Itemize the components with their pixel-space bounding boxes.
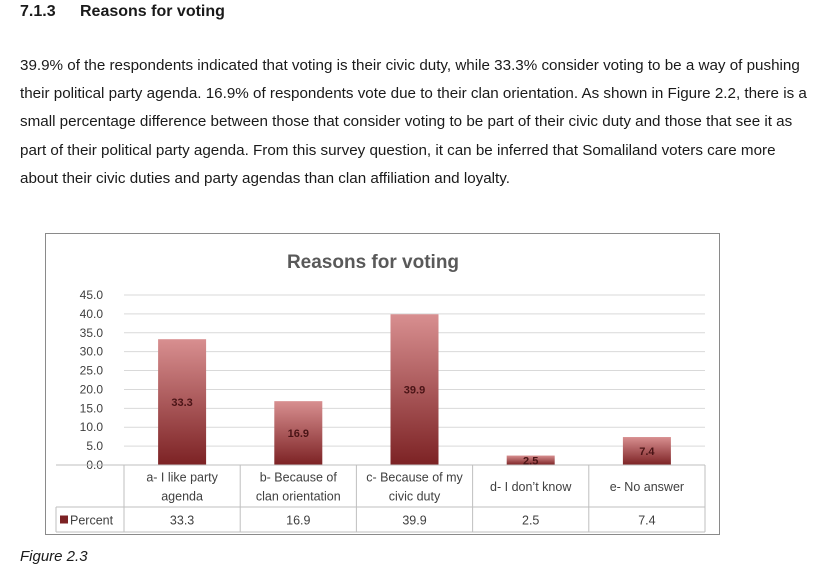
x-category-label: c- Because of my civic duty (366, 471, 463, 504)
body-paragraph: 39.9% of the respondents indicated that … (20, 57, 807, 187)
bar (274, 401, 323, 465)
bar (158, 339, 207, 465)
table-value: 16.9 (286, 514, 310, 528)
x-category-label: b- Because of clan orientation (256, 471, 341, 504)
y-tick-label: 15.0 (80, 401, 104, 415)
table-value: 7.4 (638, 514, 655, 528)
legend-label: Percent (70, 514, 114, 528)
x-category-label: d- I don’t know (490, 480, 572, 494)
x-category-label-line: clan orientation (256, 490, 341, 504)
x-category-label: a- I like party agenda (146, 471, 218, 504)
y-tick-label: 10.0 (80, 420, 104, 434)
section-title: Reasons for voting (80, 3, 225, 20)
y-tick-label: 35.0 (80, 326, 104, 340)
x-category-label-line: c- Because of my (366, 471, 463, 485)
section-number: 7.1.3 (20, 3, 56, 20)
bar (506, 455, 555, 465)
data-label: 16.9 (288, 428, 309, 440)
data-label: 39.9 (404, 385, 425, 397)
y-tick-label: 30.0 (80, 345, 104, 359)
y-tick-label: 40.0 (80, 307, 104, 321)
bar (390, 314, 439, 465)
x-category-label-line: a- I like party (146, 471, 218, 485)
data-label: 33.3 (171, 397, 192, 409)
bar-chart: Reasons for voting 0.05.010.015.020.025.… (55, 252, 706, 533)
y-tick-label: 25.0 (80, 364, 104, 378)
x-category-label-line: b- Because of (260, 471, 338, 485)
legend-swatch (60, 515, 68, 524)
y-tick-label: 5.0 (86, 439, 103, 453)
section-heading: 7.1.3 Reasons for voting (20, 3, 225, 21)
x-category-label: e- No answer (610, 480, 684, 494)
figure-caption: Figure 2.3 (20, 548, 88, 565)
bar (622, 437, 671, 465)
chart-container: Reasons for voting 0.0 5.0 10.0 15.0 20.0 25.… (45, 233, 720, 535)
y-tick-label: 20.0 (80, 382, 104, 396)
x-category-label-line: agenda (161, 490, 203, 504)
table-value: 33.3 (170, 514, 194, 528)
data-label: 7.4 (639, 446, 655, 458)
chart-title: Reasons for voting (287, 252, 459, 273)
y-tick-label: 45.0 (80, 288, 104, 302)
table-value: 39.9 (402, 514, 426, 528)
table-value: 2.5 (522, 514, 539, 528)
x-category-label-line: e- No answer (610, 480, 684, 494)
data-label: 2.5 (523, 455, 538, 467)
x-category-label-line: d- I don’t know (490, 480, 572, 494)
x-category-label-line: civic duty (389, 490, 441, 504)
